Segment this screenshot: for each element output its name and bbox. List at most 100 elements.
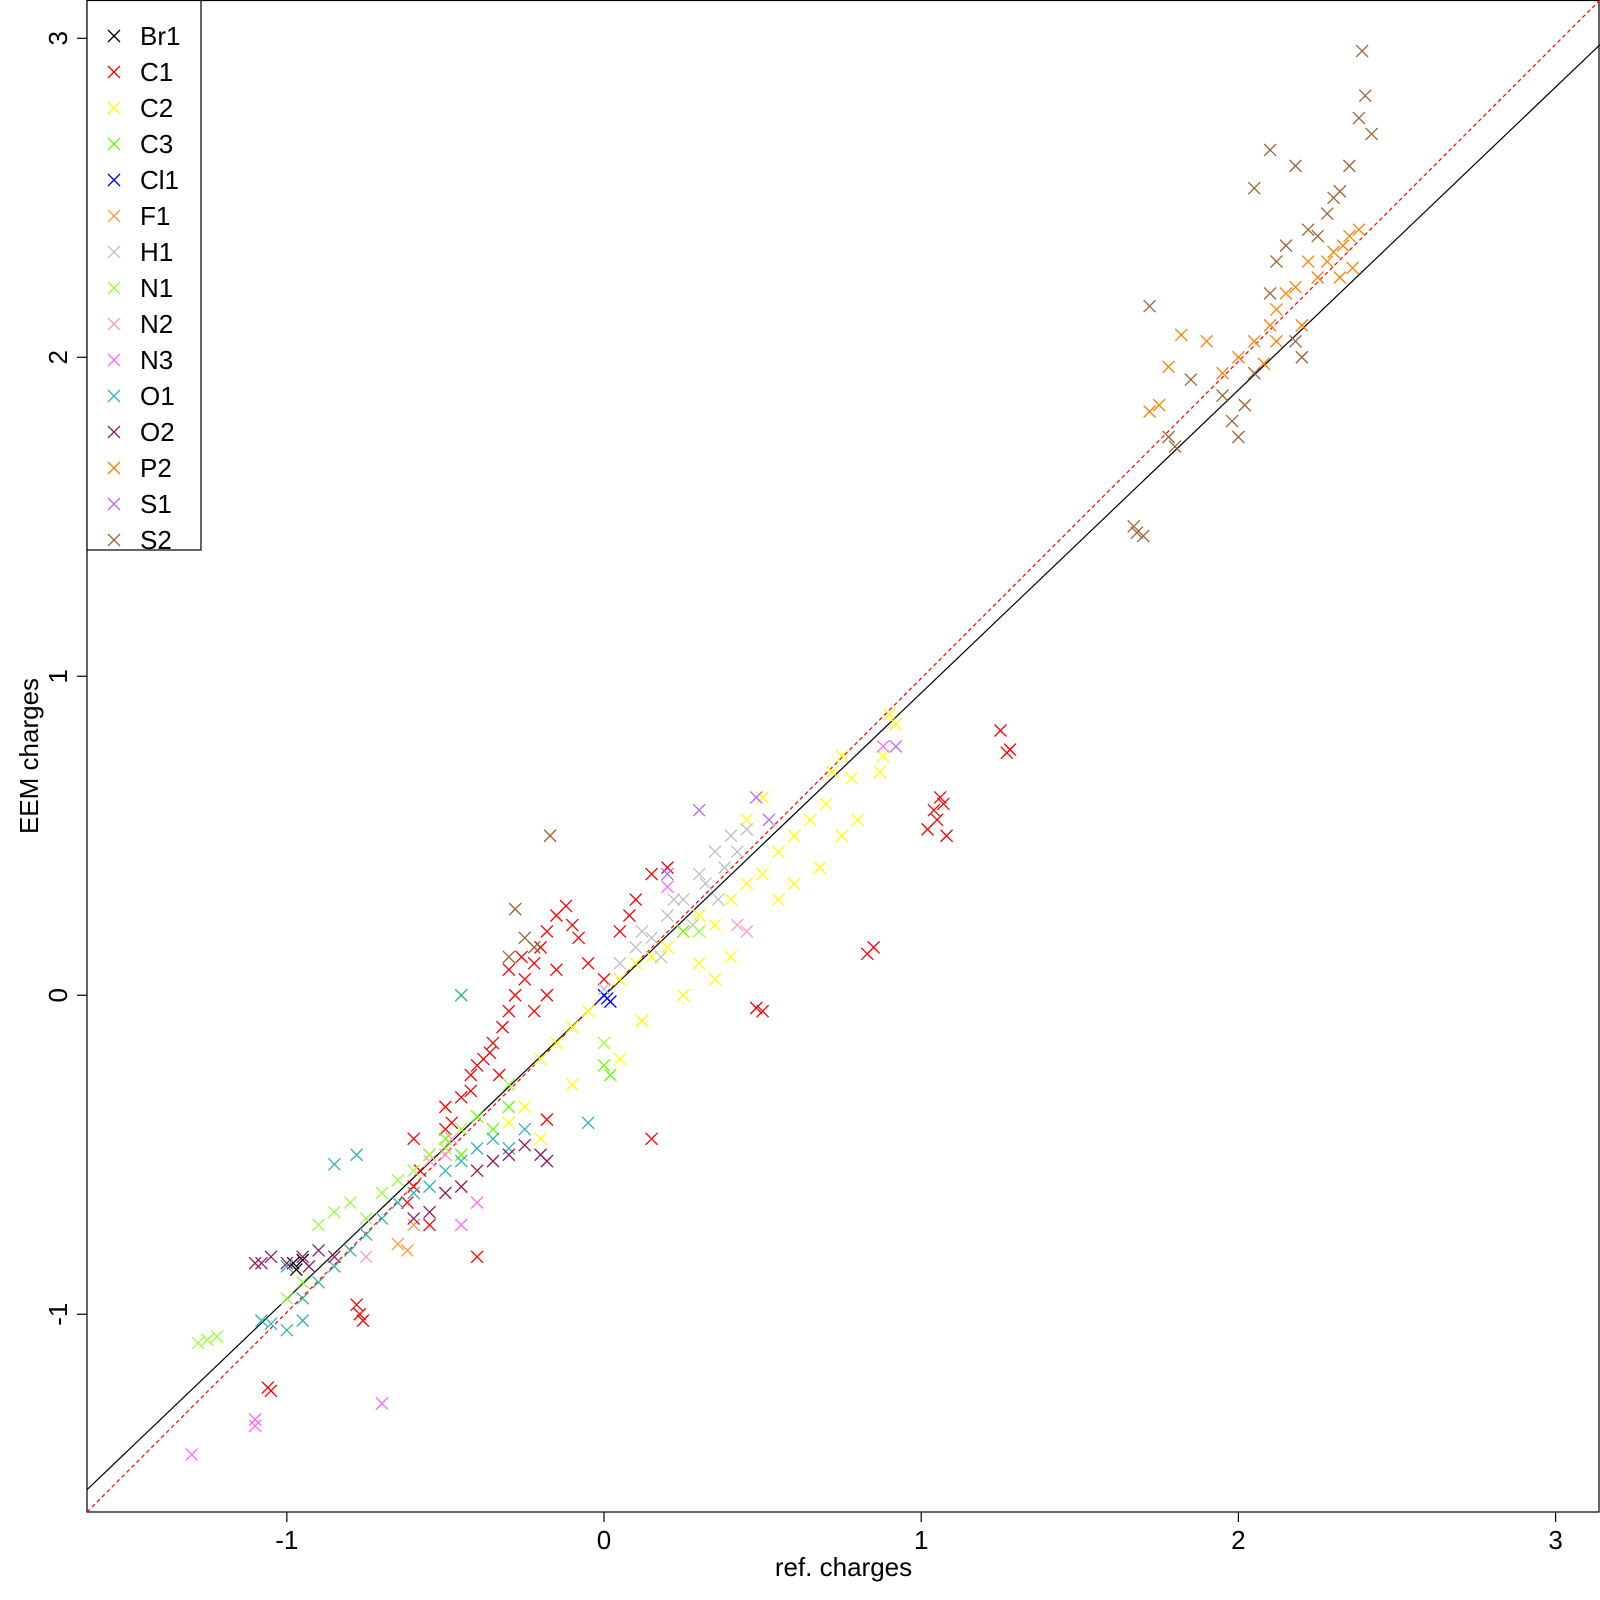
data-point (438, 1148, 452, 1162)
data-point (486, 1122, 500, 1136)
data-point (407, 1132, 421, 1146)
data-point (464, 1068, 478, 1082)
legend-label: S1 (140, 489, 172, 519)
data-point (813, 861, 827, 875)
data-point (645, 867, 659, 881)
y-tick-label: 1 (43, 669, 73, 683)
data-point (756, 1004, 770, 1018)
legend-label: N3 (140, 345, 173, 375)
data-point (502, 1004, 516, 1018)
data-point (286, 1256, 300, 1270)
data-point (994, 724, 1007, 737)
series-o1 (254, 988, 595, 1337)
series-s2 (502, 44, 1379, 964)
legend-item: N1 (107, 273, 173, 303)
data-point (597, 1058, 611, 1072)
data-point (470, 1110, 484, 1123)
data-point (540, 1154, 554, 1168)
data-point (470, 1196, 484, 1210)
plot-frame (86, 0, 1600, 1513)
data-point (454, 1090, 468, 1104)
data-point (496, 1020, 509, 1034)
data-point (835, 829, 849, 843)
legend-marker (107, 209, 121, 223)
data-point (1289, 334, 1302, 348)
data-point (454, 1148, 468, 1162)
legend-label: N1 (140, 273, 173, 303)
data-point (518, 1138, 532, 1152)
data-point (264, 1317, 278, 1331)
legend-item: P2 (107, 453, 172, 483)
data-point (280, 1291, 294, 1305)
legend-label: O1 (140, 381, 175, 411)
data-point (1162, 360, 1176, 374)
data-point (191, 1336, 205, 1350)
data-point (1216, 366, 1229, 380)
data-point (375, 1397, 389, 1410)
data-point (1333, 184, 1347, 198)
legend-item: N2 (107, 309, 173, 339)
data-point (518, 972, 532, 986)
data-point (740, 822, 754, 836)
legend-item: O1 (107, 381, 175, 411)
data-point (730, 918, 744, 932)
legend-label: H1 (140, 237, 173, 267)
data-point (296, 1314, 310, 1328)
data-point (312, 1275, 326, 1289)
data-point (518, 1100, 532, 1114)
data-point (876, 749, 890, 763)
data-point (438, 1132, 452, 1146)
data-point (423, 1205, 437, 1219)
data-point (597, 1036, 611, 1050)
data-point (724, 950, 738, 964)
data-point (676, 893, 690, 907)
data-point (883, 708, 896, 721)
data-point (375, 1186, 389, 1200)
data-point (445, 1132, 459, 1146)
data-point (353, 1307, 367, 1321)
data-point (1174, 328, 1188, 342)
data-point (423, 1154, 437, 1168)
y-axis-label: EEM charges (14, 678, 44, 834)
data-point (597, 972, 611, 986)
data-point (502, 950, 516, 964)
data-point (400, 1196, 414, 1210)
data-point (1263, 143, 1277, 157)
data-point (327, 1205, 341, 1219)
data-point (667, 893, 681, 907)
data-point (1238, 398, 1252, 412)
data-point (312, 1218, 326, 1232)
data-point (581, 1116, 595, 1130)
data-point (1333, 271, 1347, 284)
series-c2 (454, 708, 903, 1194)
data-point (248, 1256, 262, 1270)
data-point (454, 1218, 468, 1232)
data-point (613, 956, 627, 970)
legend-marker (107, 101, 121, 115)
data-point (1355, 44, 1369, 58)
legend-label: Br1 (140, 21, 180, 51)
legend-marker (107, 29, 121, 43)
legend-marker (107, 65, 121, 79)
data-point (464, 1084, 478, 1098)
data-point (454, 1180, 468, 1194)
data-point (502, 1116, 516, 1130)
legend-item: C3 (107, 129, 173, 159)
data-point (581, 1004, 595, 1018)
data-point (1130, 526, 1144, 540)
data-point (1231, 350, 1245, 364)
data-point (708, 845, 722, 859)
series-h1 (597, 822, 754, 996)
data-point (327, 1259, 341, 1273)
data-point (508, 902, 522, 916)
data-point (1003, 743, 1017, 757)
data-point (350, 1298, 364, 1312)
data-point (1320, 207, 1334, 221)
legend-marker (107, 173, 121, 187)
data-point (692, 924, 706, 938)
data-point (296, 1275, 310, 1289)
data-point (407, 1212, 421, 1225)
data-point (407, 1180, 421, 1194)
data-point (873, 765, 887, 779)
data-point (654, 950, 668, 964)
